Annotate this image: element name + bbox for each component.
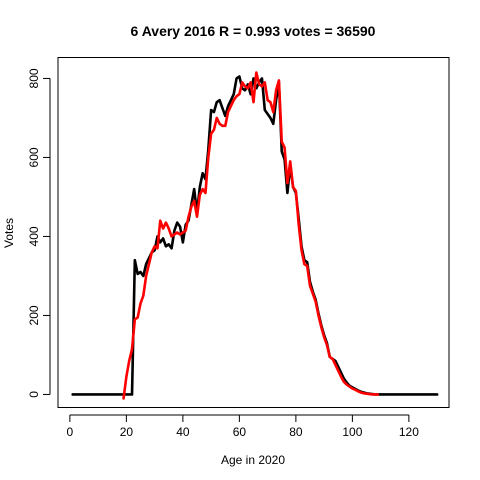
y-tick-label: 400 xyxy=(27,226,41,246)
y-tick-label: 600 xyxy=(27,147,41,167)
plot-frame xyxy=(57,57,450,408)
y-axis-label: Votes xyxy=(2,218,16,248)
x-tick-label: 80 xyxy=(289,425,303,439)
chart-title: 6 Avery 2016 R = 0.993 votes = 36590 xyxy=(131,23,376,39)
x-tick-label: 40 xyxy=(176,425,190,439)
series-line-2 xyxy=(122,71,380,400)
x-tick-label: 0 xyxy=(67,425,74,439)
x-tick-label: 60 xyxy=(233,425,247,439)
x-tick-label: 20 xyxy=(120,425,134,439)
x-tick-label: 100 xyxy=(342,425,362,439)
x-axis-label: Age in 2020 xyxy=(221,453,285,467)
y-tick-label: 800 xyxy=(27,68,41,88)
series-line-1 xyxy=(71,75,439,396)
x-tick-label: 120 xyxy=(399,425,419,439)
y-tick-label: 0 xyxy=(27,391,41,398)
y-tick-label: 200 xyxy=(27,305,41,325)
